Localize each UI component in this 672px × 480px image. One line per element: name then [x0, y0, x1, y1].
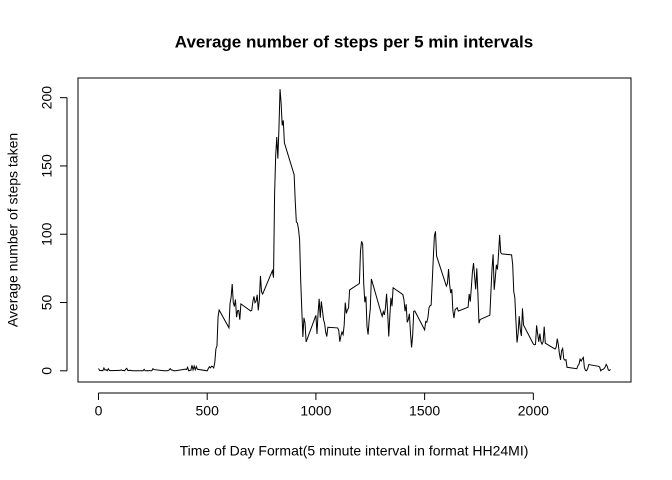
y-tick-label: 0	[39, 367, 55, 375]
x-tick-label: 1000	[300, 403, 331, 419]
y-tick-label: 150	[39, 154, 55, 178]
data-line	[98, 89, 611, 372]
chart-title: Average number of steps per 5 min interv…	[175, 32, 533, 51]
y-axis-label: Average number of steps taken	[5, 133, 21, 327]
y-tick-label: 100	[39, 222, 55, 246]
x-tick-label: 1500	[409, 403, 440, 419]
y-tick-label: 50	[39, 295, 55, 311]
plot-box	[77, 77, 632, 383]
x-tick-label: 2000	[518, 403, 549, 419]
x-tick-label: 500	[196, 403, 220, 419]
x-tick-label: 0	[95, 403, 103, 419]
y-tick-label: 200	[39, 86, 55, 110]
x-axis-label: Time of Day Format(5 minute interval in …	[180, 443, 529, 459]
